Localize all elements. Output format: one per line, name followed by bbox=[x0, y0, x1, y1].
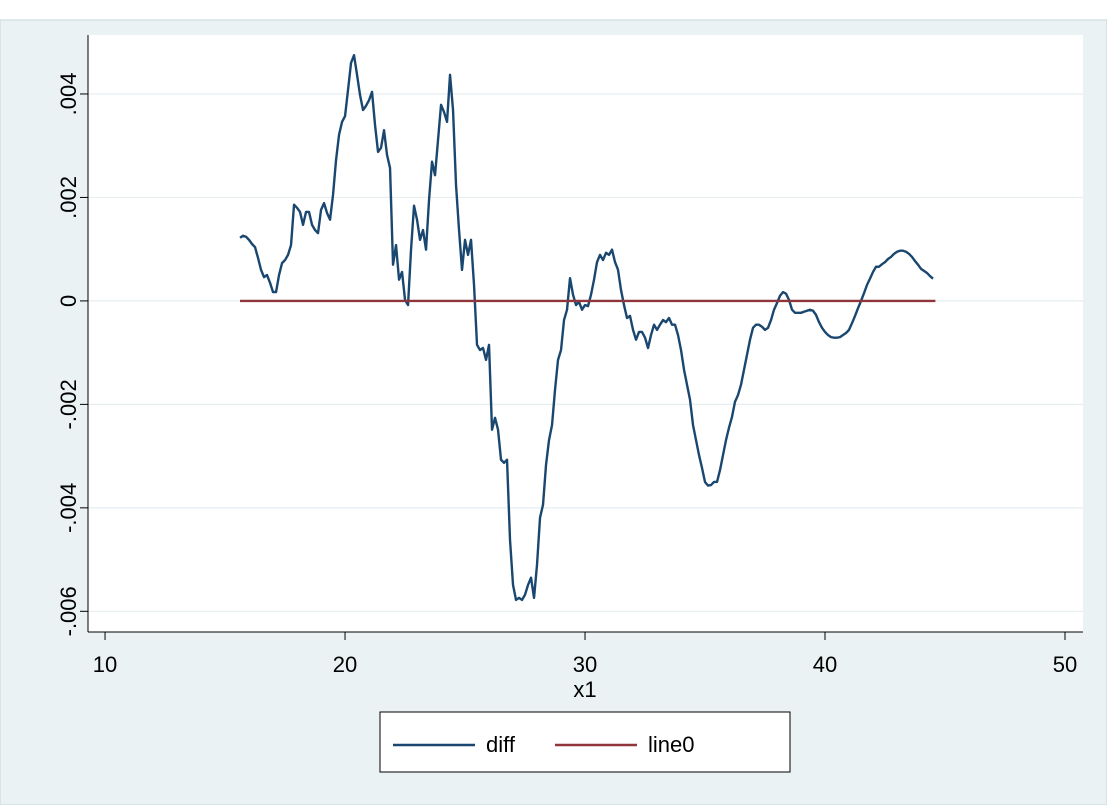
legend-label: line0 bbox=[648, 732, 694, 757]
ticks: .004 .002 0 -.002 -.004 -.006 10 20 30 40 50 bbox=[56, 73, 1077, 677]
x-tick-label: 40 bbox=[813, 652, 837, 677]
y-tick-label: -.004 bbox=[56, 483, 81, 533]
legend-items: diff line0 bbox=[393, 732, 694, 757]
y-tick-label: 0 bbox=[56, 295, 81, 307]
legend-label: diff bbox=[486, 732, 516, 757]
series-layer bbox=[239, 53, 936, 602]
series-line bbox=[239, 53, 934, 602]
y-tick-label: .002 bbox=[56, 176, 81, 219]
plot-area bbox=[88, 35, 1083, 632]
y-tick-label: -.006 bbox=[56, 586, 81, 636]
x-tick-label: 30 bbox=[573, 652, 597, 677]
x-tick-label: 20 bbox=[333, 652, 357, 677]
x-axis-title: x1 bbox=[573, 677, 596, 702]
x-tick-label: 50 bbox=[1053, 652, 1077, 677]
legend bbox=[379, 711, 791, 773]
y-tick-label: -.002 bbox=[56, 379, 81, 429]
y-tick-label: .004 bbox=[56, 73, 81, 116]
x-tick-label: 10 bbox=[93, 652, 117, 677]
